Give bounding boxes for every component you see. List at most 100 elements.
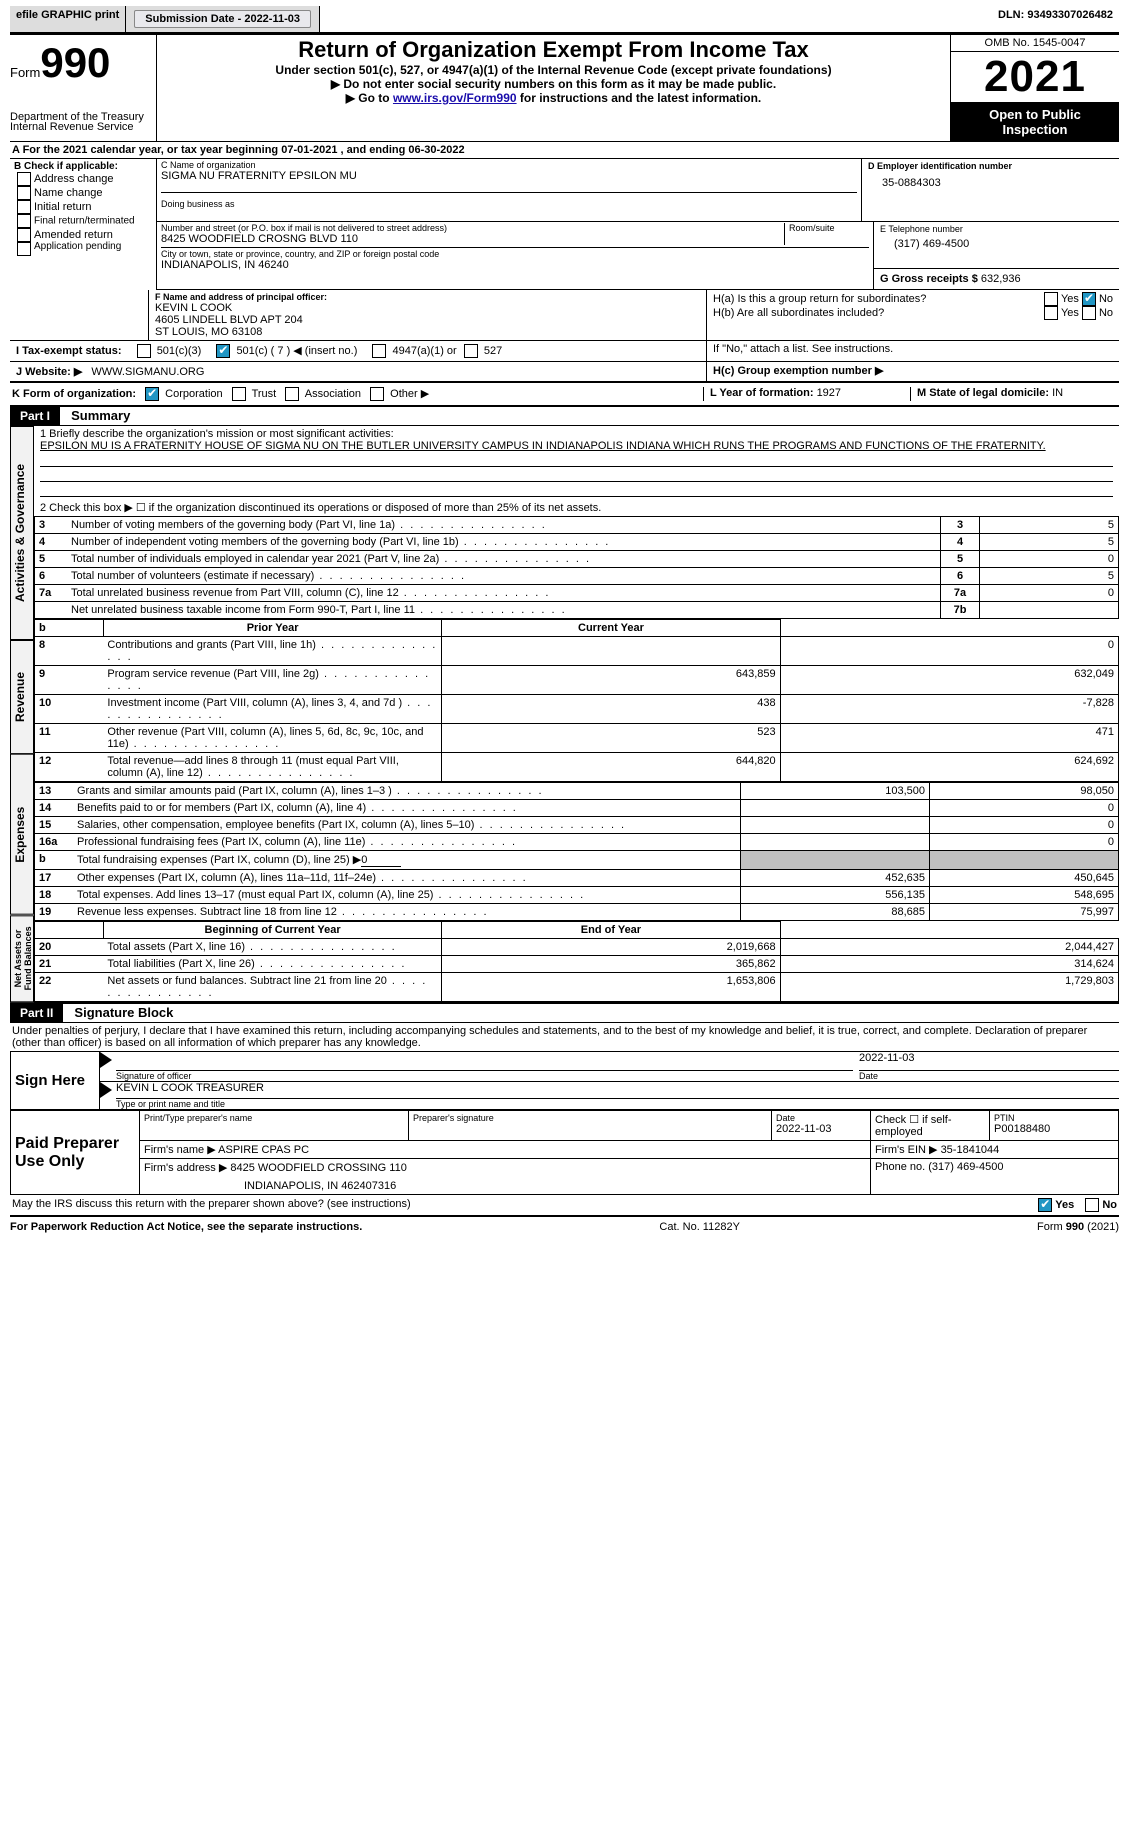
ptin-label: PTIN: [994, 1113, 1114, 1123]
header-right: OMB No. 1545-0047 2021 Open to Public In…: [950, 35, 1119, 141]
may-no[interactable]: [1085, 1198, 1099, 1212]
footer-left: For Paperwork Reduction Act Notice, see …: [10, 1221, 362, 1233]
k-other[interactable]: [370, 387, 384, 401]
b-opt-4[interactable]: Amended return: [14, 228, 152, 242]
sig-arrow-icon-2: [100, 1082, 112, 1098]
k-assoc[interactable]: [285, 387, 299, 401]
table-row: 22 Net assets or fund balances. Subtract…: [35, 973, 1119, 1002]
b-opt-2[interactable]: Initial return: [14, 200, 152, 214]
b-opt-1[interactable]: Name change: [14, 186, 152, 200]
state-domicile: IN: [1052, 387, 1063, 399]
part1-bar-row: Part I Summary: [10, 407, 1119, 426]
section-f: F Name and address of principal officer:…: [149, 290, 707, 340]
submission-date-cell: Submission Date - 2022-11-03: [126, 6, 320, 32]
b-opt-5[interactable]: Application pending: [14, 242, 152, 252]
table-row: 10 Investment income (Part VIII, column …: [35, 695, 1119, 724]
section-c: C Name of organization SIGMA NU FRATERNI…: [157, 159, 1119, 290]
b-opt-3[interactable]: Final return/terminated: [14, 214, 152, 228]
table-row: 21 Total liabilities (Part X, line 26) 3…: [35, 956, 1119, 973]
dba-value: [161, 209, 857, 220]
date-label: Date: [859, 1071, 1119, 1081]
side-netassets: Net Assets or Fund Balances: [10, 915, 34, 1002]
ha-yes[interactable]: [1044, 292, 1058, 306]
firm-addr-label: Firm's address ▶: [144, 1162, 230, 1174]
k-corp[interactable]: [145, 387, 159, 401]
b-label: B Check if applicable:: [14, 161, 152, 172]
sig-arrow-icon: [100, 1052, 112, 1068]
pt-name: [144, 1123, 404, 1135]
g-label: G Gross receipts $: [880, 273, 981, 285]
section-d: D Employer identification number 35-0884…: [862, 159, 1119, 222]
k-trust[interactable]: [232, 387, 246, 401]
prior-year-header: Prior Year: [103, 620, 441, 637]
top-bar: efile GRAPHIC print Submission Date - 20…: [10, 6, 1119, 33]
i-501c3[interactable]: [137, 344, 151, 358]
self-employed-label[interactable]: Check ☐ if self-employed: [871, 1111, 990, 1141]
footer-right: Form 990 (2021): [1037, 1221, 1119, 1233]
hb-yes[interactable]: [1044, 306, 1058, 320]
sig-officer-label: Signature of officer: [116, 1071, 853, 1081]
side-activities: Activities & Governance: [10, 426, 34, 640]
table-row: 3 Number of voting members of the govern…: [35, 517, 1119, 534]
omb-box: OMB No. 1545-0047: [951, 35, 1119, 52]
may-yes[interactable]: [1038, 1198, 1052, 1212]
table-row: 15 Salaries, other compensation, employe…: [35, 817, 1119, 834]
header-block: Form990 Department of the Treasury Inter…: [10, 33, 1119, 142]
beg-year-header: Beginning of Current Year: [103, 922, 441, 939]
header-left: Form990 Department of the Treasury Inter…: [10, 35, 157, 141]
form-subtitle: Under section 501(c), 527, or 4947(a)(1)…: [165, 63, 942, 77]
table-row: 9 Program service revenue (Part VIII, li…: [35, 666, 1119, 695]
paid-preparer-label: Paid Preparer Use Only: [11, 1111, 140, 1195]
table-row: 18 Total expenses. Add lines 13–17 (must…: [35, 887, 1119, 904]
submission-date-button[interactable]: Submission Date - 2022-11-03: [134, 10, 311, 28]
ha-label: H(a) Is this a group return for subordin…: [713, 293, 1041, 305]
dba-label: Doing business as: [161, 199, 857, 209]
b-opt-0[interactable]: Address change: [14, 172, 152, 186]
i-4947[interactable]: [372, 344, 386, 358]
end-year-header: End of Year: [442, 922, 780, 939]
table-row: 13 Grants and similar amounts paid (Part…: [35, 783, 1119, 800]
dln-cell: DLN: 93493307026482: [992, 6, 1119, 32]
footer: For Paperwork Reduction Act Notice, see …: [10, 1217, 1119, 1233]
summary-block: Activities & Governance Revenue Expenses…: [10, 426, 1119, 1002]
public-inspection: Open to Public Inspection: [951, 103, 1119, 141]
pt-date: 2022-11-03: [776, 1123, 866, 1135]
netassets-table: Beginning of Current Year End of Year 20…: [34, 921, 1119, 1002]
firm-addr2: INDIANAPOLIS, IN 462407316: [144, 1174, 866, 1192]
f-h-block: F Name and address of principal officer:…: [10, 290, 1119, 341]
ptin-value: P00188480: [994, 1123, 1114, 1135]
sign-here-label: Sign Here: [11, 1052, 100, 1110]
m-label: M State of legal domicile:: [917, 387, 1052, 399]
firm-ein-label: Firm's EIN ▶: [875, 1144, 941, 1156]
section-h: H(a) Is this a group return for subordin…: [707, 290, 1119, 340]
identity-block: B Check if applicable: Address change Na…: [10, 159, 1119, 290]
street-value: 8425 WOODFIELD CROSNG BLVD 110: [161, 233, 784, 245]
table-row: 7a Total unrelated business revenue from…: [35, 585, 1119, 602]
tax-year: 2021: [951, 52, 1119, 103]
officer-addr1: 4605 LINDELL BLVD APT 204: [155, 314, 700, 326]
i-501c[interactable]: [216, 344, 230, 358]
c-name-label: C Name of organization: [161, 160, 857, 170]
form-line2: ▶ Do not enter social security numbers o…: [165, 77, 942, 91]
table-row: 5 Total number of individuals employed i…: [35, 551, 1119, 568]
hb-no[interactable]: [1082, 306, 1096, 320]
phone-value: (317) 469-4500: [880, 234, 1113, 250]
efile-print-label[interactable]: efile GRAPHIC print: [10, 6, 126, 32]
officer-name-title: KEVIN L COOK TREASURER: [116, 1082, 1119, 1099]
line-a: A For the 2021 calendar year, or tax yea…: [10, 142, 1119, 159]
form-word: Form: [10, 65, 40, 80]
irs-link[interactable]: www.irs.gov/Form990: [393, 91, 517, 105]
hb-label: H(b) Are all subordinates included?: [713, 307, 1041, 319]
current-year-header: Current Year: [442, 620, 780, 637]
form-990-page: efile GRAPHIC print Submission Date - 20…: [0, 0, 1129, 1237]
firm-ein: 35-1841044: [941, 1144, 1000, 1156]
table-row: 12 Total revenue—add lines 8 through 11 …: [35, 753, 1119, 782]
officer-addr2: ST LOUIS, MO 63108: [155, 326, 700, 338]
table-row: 14 Benefits paid to or for members (Part…: [35, 800, 1119, 817]
room-label: Room/suite: [789, 223, 869, 233]
j-label: J Website: ▶: [16, 366, 82, 378]
i-527[interactable]: [464, 344, 478, 358]
table-row: Net unrelated business taxable income fr…: [35, 602, 1119, 619]
ha-no[interactable]: [1082, 292, 1096, 306]
firm-phone-label: Phone no.: [875, 1161, 928, 1173]
